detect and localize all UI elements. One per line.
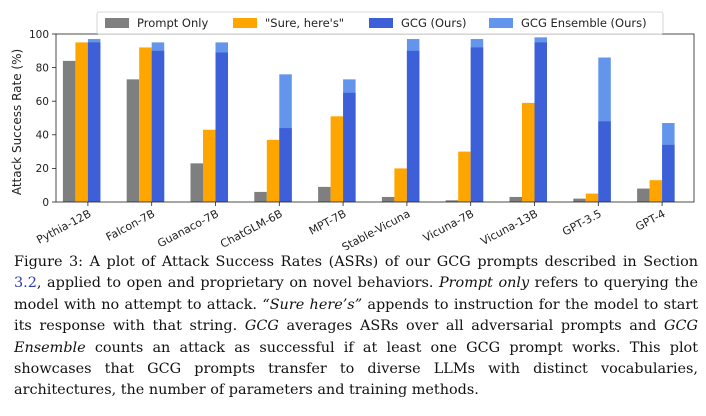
y-tick-label-80: 80 [36, 62, 49, 74]
bar-gcg-ours-gpt-3-5 [598, 121, 611, 202]
legend-label-prompt-only: Prompt Only [137, 16, 208, 30]
bar-gcg-ours-vicuna-13b [534, 42, 547, 203]
legend-label-gcg-ours: GCG (Ours) [401, 16, 467, 30]
x-tick-label-gpt-4: GPT-4 [633, 207, 667, 233]
bar-sure-here-s-gpt-4 [649, 180, 663, 202]
bar-prompt-only-vicuna-13b [509, 196, 522, 202]
bar-prompt-only-falcon-7b [126, 79, 140, 202]
bar-prompt-only-stable-vicuna [381, 196, 395, 202]
bar-sure-here-s-guanaco-7b [203, 129, 216, 202]
x-tick-label-pythia-12b: Pythia-12B [34, 207, 93, 247]
x-tick-label-vicuna-7b: Vicuna-7B [421, 207, 476, 245]
bar-gcg-ours-stable-vicuna [406, 50, 420, 202]
y-axis-label: Attack Success Rate (%) [10, 49, 24, 195]
x-tick-label-falcon-7b: Falcon-7B [104, 207, 157, 244]
bar-gcg-ours-mpt-7b [343, 92, 356, 202]
legend-swatch-gcg-ours [369, 18, 393, 28]
section-reference-link[interactable]: 3.2 [14, 275, 37, 292]
bar-sure-here-s-vicuna-7b [458, 151, 471, 202]
bar-sure-here-s-falcon-7b [139, 47, 152, 202]
legend: Prompt Only "Sure, here's" GCG (Ours) GCG E… [96, 11, 664, 35]
y-tick-label-20: 20 [36, 163, 49, 175]
bar-sure-here-s-stable-vicuna [394, 168, 407, 202]
bar-gcg-ours-guanaco-7b [215, 52, 228, 203]
bar-group [62, 37, 675, 203]
y-tick-label-100: 100 [29, 29, 49, 41]
bar-gcg-ours-pythia-12b [87, 42, 101, 203]
legend-swatch-prompt-only [105, 18, 129, 28]
legend-label-gcg-ensemble-ours: GCG Ensemble (Ours) [521, 16, 647, 30]
bar-sure-here-s-vicuna-13b [522, 102, 535, 202]
y-tick-label-0: 0 [42, 197, 49, 209]
bar-prompt-only-mpt-7b [318, 186, 331, 202]
x-tick-label-guanaco-7b: Guanaco-7B [155, 207, 221, 250]
bar-gcg-ours-chatglm-6b [279, 128, 292, 202]
bar-prompt-only-vicuna-7b [445, 200, 459, 202]
bar-sure-here-s-mpt-7b [330, 116, 344, 202]
bar-prompt-only-pythia-12b [62, 60, 76, 202]
caption-label: Figure 3: [14, 254, 84, 270]
bar-sure-here-s-pythia-12b [75, 42, 88, 203]
bar-prompt-only-gpt-4 [637, 188, 650, 202]
bar-prompt-only-guanaco-7b [190, 163, 203, 202]
y-tick-label-60: 60 [36, 96, 49, 108]
x-tick-label-mpt-7b: MPT-7B [307, 207, 349, 237]
x-tick-label-vicuna-13b: Vicuna-13B [479, 207, 540, 248]
x-tick-label-gpt-3-5: GPT-3.5 [560, 207, 603, 238]
bar-sure-here-s-chatglm-6b [266, 139, 280, 202]
bar-gcg-ours-gpt-4 [662, 144, 675, 202]
bar-sure-here-s-gpt-3-5 [585, 193, 599, 202]
bar-gcg-ours-vicuna-7b [470, 47, 484, 202]
legend-swatch-sure-here-s [233, 18, 257, 28]
x-tick-label-stable-vicuna: Stable-Vicuna [340, 207, 413, 250]
bar-gcg-ours-falcon-7b [151, 50, 165, 202]
legend-label-sure-here-s: "Sure, here's" [265, 16, 344, 30]
x-tick-label-chatglm-6b: ChatGLM-6B [218, 207, 284, 250]
bar-prompt-only-gpt-3-5 [573, 198, 586, 202]
legend-swatch-gcg-ensemble-ours [489, 18, 513, 28]
figure-caption: Figure 3: A plot of Attack Success Rates… [14, 254, 699, 399]
y-tick-label-40: 40 [36, 130, 49, 142]
bar-prompt-only-chatglm-6b [254, 191, 267, 202]
